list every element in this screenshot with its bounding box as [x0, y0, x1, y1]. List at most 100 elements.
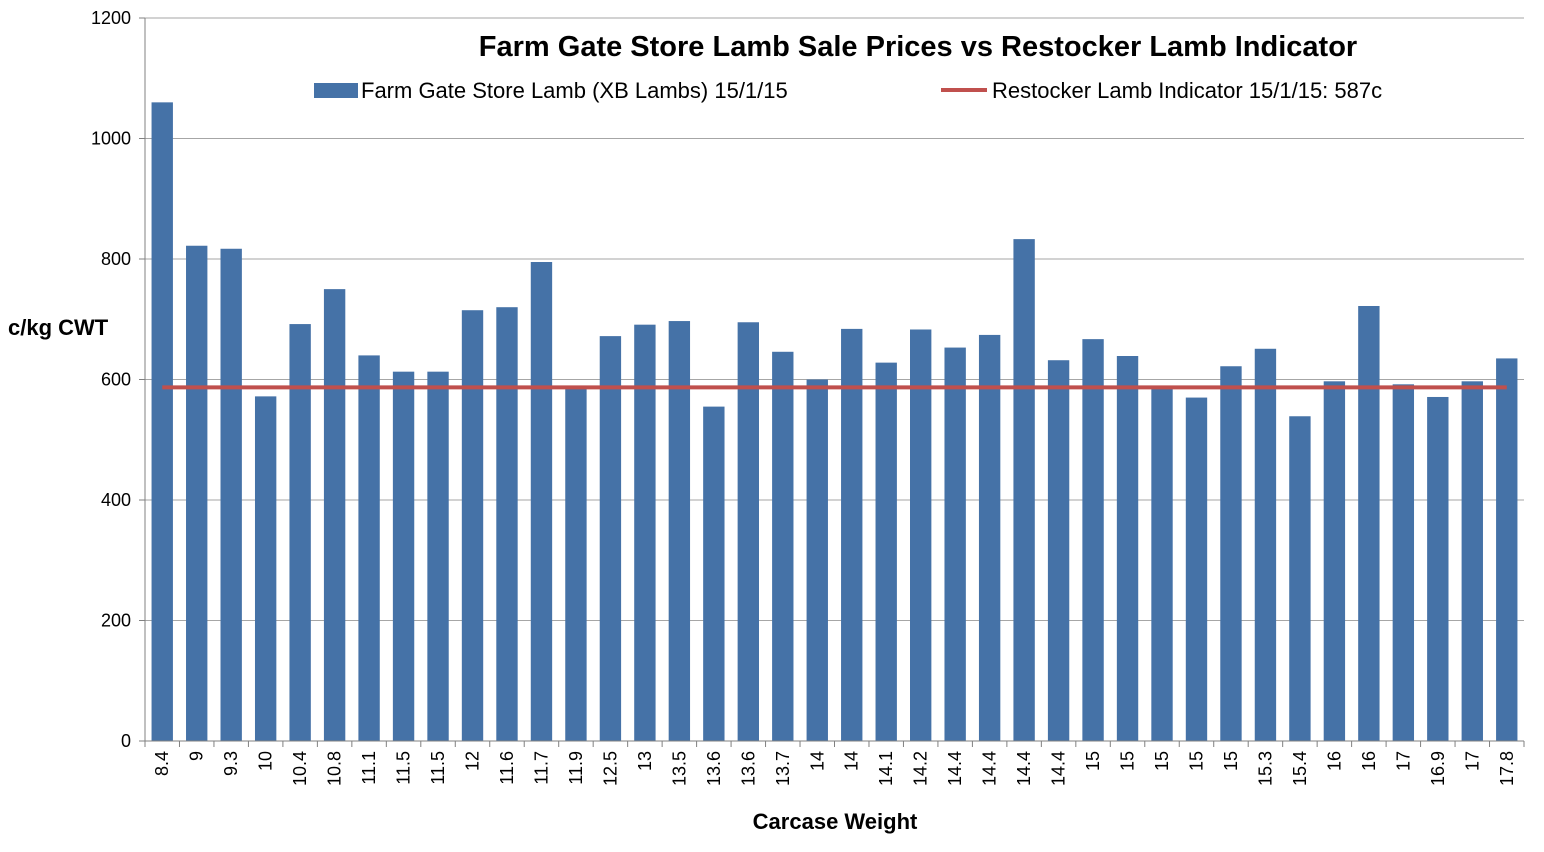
legend-label-line: Restocker Lamb Indicator 15/1/15: 587c [992, 78, 1382, 103]
bar [910, 329, 932, 741]
x-tick-label: 17 [1393, 751, 1413, 771]
x-tick-label: 14.4 [1014, 751, 1034, 786]
bar [1047, 360, 1070, 741]
x-tick-label: 17.8 [1497, 751, 1517, 786]
bar [1323, 381, 1346, 741]
x-tick-label: 11.5 [428, 751, 448, 785]
bar [841, 328, 863, 741]
bar [599, 336, 622, 741]
x-tick-labels: 8.4 9 9.3 10 10.4 10.8 11.1 11.5 11.5 12 11.6 11.7 1… [152, 751, 1517, 786]
bar [1392, 384, 1415, 741]
bar [220, 248, 242, 741]
x-tick-label: 11.9 [566, 751, 586, 785]
x-tick-label: 15 [1083, 751, 1103, 771]
x-tick-label: 15.4 [1290, 751, 1310, 786]
y-tick-label: 200 [101, 611, 131, 631]
bar [461, 310, 484, 741]
bar [1461, 381, 1483, 741]
bar [151, 102, 173, 742]
bar [703, 406, 725, 741]
x-tick-label: 16 [1324, 751, 1344, 771]
bar [1185, 397, 1208, 741]
legend-label-bar: Farm Gate Store Lamb (XB Lambs) 15/1/15 [361, 78, 788, 103]
x-tick-label: 12.5 [600, 751, 620, 786]
bar [875, 362, 897, 741]
bar [806, 379, 828, 741]
x-tick-label: 15.3 [1255, 751, 1275, 786]
x-axis-label: Carcase Weight [753, 809, 918, 834]
chart-title: Farm Gate Store Lamb Sale Prices vs Rest… [479, 31, 1357, 63]
bar [1220, 366, 1242, 741]
x-tick-label: 13.5 [669, 751, 689, 786]
y-tick-label: 800 [101, 249, 131, 269]
x-tick-label: 15 [1152, 751, 1172, 771]
bar [668, 321, 691, 741]
x-tick-label: 11.1 [359, 751, 379, 785]
x-tick-label: 14.4 [1049, 751, 1069, 786]
x-tick-label: 12 [463, 751, 483, 771]
bar [530, 262, 553, 741]
x-tick-label: 16 [1359, 751, 1379, 771]
x-tick-label: 10.4 [290, 751, 310, 786]
gridlines [139, 17, 1524, 742]
bar [1013, 239, 1035, 741]
x-tick-label: 8.4 [152, 751, 172, 776]
x-tick-label: 10.8 [325, 751, 345, 786]
legend-swatch-bar [314, 83, 358, 98]
y-tick-label: 1000 [91, 129, 131, 149]
bar [1254, 348, 1277, 741]
bar [634, 324, 656, 741]
bar [737, 322, 759, 741]
bar [1358, 305, 1380, 741]
bar [1289, 416, 1311, 741]
bar-series [151, 102, 1518, 742]
bar [186, 245, 208, 741]
x-tick-label: 15 [1221, 751, 1241, 771]
axes [144, 18, 1525, 747]
x-tick-label: 9.3 [221, 751, 241, 776]
x-tick-label: 14.1 [876, 751, 896, 786]
bar [772, 351, 794, 741]
x-tick-label: 14 [807, 751, 827, 771]
bar [496, 307, 518, 741]
x-tick-label: 14.4 [945, 751, 965, 786]
bar [1151, 386, 1173, 741]
y-tick-label: 1200 [91, 8, 131, 28]
y-tick-label: 400 [101, 490, 131, 510]
bar [1116, 356, 1139, 741]
y-tick-label: 600 [101, 370, 131, 390]
x-tick-label: 13.6 [704, 751, 724, 786]
x-tick-label: 14.2 [911, 751, 931, 786]
bar [944, 347, 966, 741]
x-tick-label: 16.9 [1428, 751, 1448, 786]
x-tick-label: 14 [842, 751, 862, 771]
x-tick-label: 15 [1186, 751, 1206, 771]
bar [1082, 339, 1104, 741]
bar [978, 334, 1001, 741]
bar [565, 385, 587, 741]
x-tick-label: 14.4 [980, 751, 1000, 786]
x-tick-label: 13.6 [738, 751, 758, 786]
x-tick-label: 13.7 [773, 751, 793, 786]
x-tick-label: 11.7 [531, 751, 551, 785]
bar [1496, 358, 1518, 741]
x-tick-label: 13 [635, 751, 655, 771]
x-tick-label: 10 [256, 751, 276, 771]
x-tick-label: 11.6 [497, 751, 517, 785]
x-tick-label: 17 [1462, 751, 1482, 771]
bar [323, 289, 346, 741]
bar [254, 396, 277, 741]
bar [427, 371, 449, 741]
bar [392, 371, 415, 741]
x-tick-label: 9 [187, 751, 207, 761]
y-tick-labels: 0 200 400 600 800 1000 1200 [91, 8, 131, 751]
x-tick-label: 15 [1118, 751, 1138, 771]
y-tick-label: 0 [121, 731, 131, 751]
x-tick-label: 11.5 [394, 751, 414, 785]
bar [289, 324, 311, 741]
y-axis-label: c/kg CWT [8, 315, 109, 340]
bar [1427, 396, 1449, 741]
legend: Farm Gate Store Lamb (XB Lambs) 15/1/15 … [314, 78, 1382, 103]
